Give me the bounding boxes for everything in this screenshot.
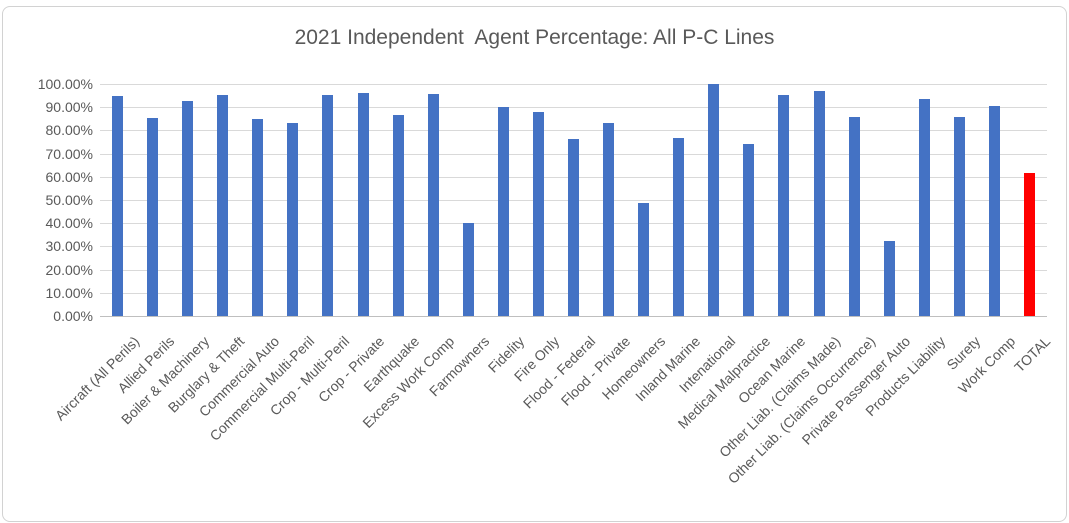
bar-flood-private — [603, 123, 614, 316]
bar-products-liability — [919, 99, 930, 316]
bar-flood-federal — [568, 139, 579, 316]
bar-excess-work-comp — [428, 94, 439, 316]
bar-inland-marine — [673, 138, 684, 316]
bar-other-liab-claims-made — [814, 91, 825, 316]
y-axis-tick-label: 40.00% — [45, 215, 93, 231]
y-axis-tick-label: 0.00% — [53, 308, 93, 324]
bar-medical-malpractice — [743, 144, 754, 316]
bar-aircraft-all-perils — [112, 96, 123, 316]
y-axis-tick-label: 90.00% — [45, 99, 93, 115]
y-axis-tick-label: 80.00% — [45, 122, 93, 138]
bar-boiler-machinery — [182, 101, 193, 316]
bar-commercial-multi-peril — [287, 123, 298, 316]
bar-earthquake — [393, 115, 404, 316]
bar-intenational — [708, 84, 719, 316]
bar-burglary-theft — [217, 95, 228, 316]
y-axis-tick-label: 10.00% — [45, 285, 93, 301]
bar-work-comp — [989, 106, 1000, 316]
plot-area — [100, 84, 1047, 317]
y-axis-tick-label: 60.00% — [45, 169, 93, 185]
bar-crop-private — [358, 93, 369, 316]
bar-crop-multi-peril — [322, 95, 333, 316]
gridline-90.00% — [100, 107, 1047, 108]
bar-commercial-auto — [252, 119, 263, 316]
bar-private-passenger-auto — [884, 241, 895, 316]
bar-ocean-marine — [778, 95, 789, 316]
bar-total — [1024, 173, 1035, 316]
bar-other-liab-claims-occurrence — [849, 117, 860, 316]
bar-allied-perils — [147, 118, 158, 316]
y-axis-tick-label: 100.00% — [37, 76, 93, 92]
bar-fidelity — [498, 107, 509, 316]
y-axis-tick-label: 50.00% — [45, 192, 93, 208]
bar-homeowners — [638, 203, 649, 316]
bar-farmowners — [463, 223, 474, 316]
chart-frame: 2021 Independent Agent Percentage: All P… — [2, 6, 1067, 522]
gridline-80.00% — [100, 130, 1047, 131]
chart-title: 2021 Independent Agent Percentage: All P… — [294, 26, 775, 49]
bar-fire-only — [533, 112, 544, 316]
y-axis-tick-label: 30.00% — [45, 238, 93, 254]
x-axis-line — [100, 316, 1047, 317]
gridline-100.00% — [100, 84, 1047, 85]
y-axis-tick-label: 70.00% — [45, 146, 93, 162]
bar-surety — [954, 117, 965, 316]
y-axis-tick-label: 20.00% — [45, 262, 93, 278]
